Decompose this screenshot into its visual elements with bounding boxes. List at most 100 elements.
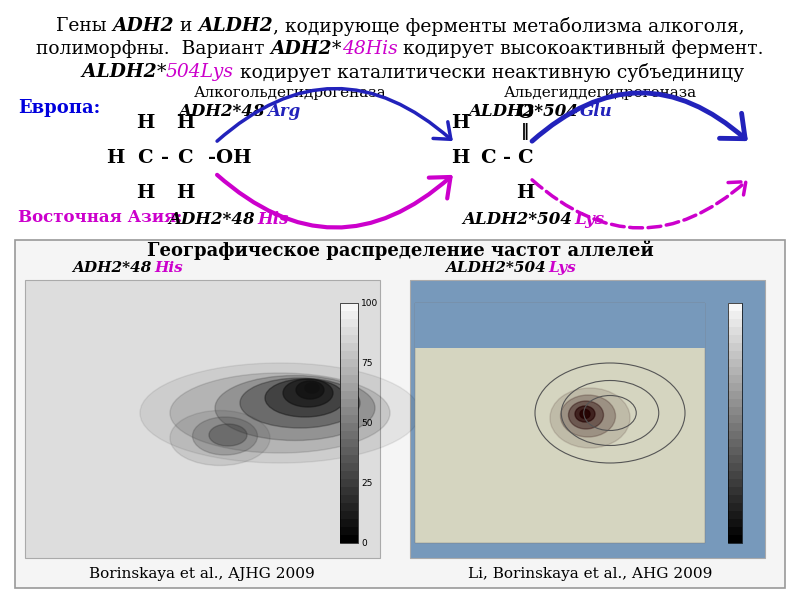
Ellipse shape [580, 410, 590, 419]
Text: -OH: -OH [208, 149, 251, 167]
Text: ADH2*48: ADH2*48 [168, 212, 255, 228]
Bar [728, 351, 742, 359]
Bar [728, 391, 742, 399]
Text: 75: 75 [361, 358, 373, 368]
Bar [340, 495, 358, 503]
Text: H: H [176, 114, 194, 132]
Text: -: - [161, 149, 169, 167]
Text: C: C [177, 149, 193, 167]
Text: Arg: Arg [267, 102, 300, 120]
Bar [728, 343, 742, 351]
Ellipse shape [240, 378, 360, 428]
Bar [728, 511, 742, 519]
Ellipse shape [569, 401, 603, 429]
FancyArrowPatch shape [217, 175, 450, 228]
Bar [340, 519, 358, 527]
Bar [340, 399, 358, 407]
Ellipse shape [170, 410, 270, 465]
Bar [340, 359, 358, 367]
Bar [340, 487, 358, 495]
Bar [340, 383, 358, 391]
FancyArrowPatch shape [217, 89, 451, 141]
Text: H: H [106, 149, 124, 167]
Text: -: - [503, 149, 511, 167]
Ellipse shape [215, 376, 375, 441]
Text: Алкогольдегидрогеназа: Алкогольдегидрогеназа [194, 86, 386, 100]
Bar [25, 280, 380, 558]
Bar [340, 455, 358, 463]
Bar [340, 431, 358, 439]
Bar [340, 327, 358, 335]
Text: C: C [480, 149, 496, 167]
Bar [728, 359, 742, 367]
Bar [728, 311, 742, 319]
Text: C: C [517, 149, 533, 167]
Text: Lys: Lys [574, 212, 604, 228]
Bar [728, 519, 742, 527]
Bar [728, 415, 742, 423]
Text: Альдегиддегидрогеназа: Альдегиддегидрогеназа [503, 86, 697, 100]
Ellipse shape [561, 395, 615, 437]
Text: ALDH2*504: ALDH2*504 [446, 261, 546, 275]
Bar [340, 447, 358, 455]
Ellipse shape [296, 381, 324, 399]
Bar [728, 383, 742, 391]
Ellipse shape [209, 424, 247, 446]
Bar [340, 471, 358, 479]
Bar [340, 423, 358, 431]
Bar [728, 439, 742, 447]
Text: ADH2*48: ADH2*48 [73, 261, 152, 275]
Text: C: C [137, 149, 153, 167]
Text: 0: 0 [361, 539, 366, 548]
Bar [340, 351, 358, 359]
Bar [728, 479, 742, 487]
Bar [728, 423, 742, 431]
Text: кодирует высокоактивный фермент.: кодирует высокоактивный фермент. [398, 40, 764, 58]
Bar [728, 335, 742, 343]
Bar [340, 343, 358, 351]
Text: ‖: ‖ [521, 123, 529, 139]
Text: Восточная Азия:: Восточная Азия: [18, 209, 182, 227]
Text: His: His [154, 261, 182, 275]
Text: 48His: 48His [342, 40, 398, 58]
Text: полиморфны.  Вариант: полиморфны. Вариант [36, 40, 270, 58]
Ellipse shape [193, 417, 258, 455]
FancyArrowPatch shape [532, 180, 746, 228]
Text: Li, Borinskaya et al., AHG 2009: Li, Borinskaya et al., AHG 2009 [468, 567, 712, 581]
Bar [340, 439, 358, 447]
Text: H: H [136, 184, 154, 202]
Text: ADH2*48: ADH2*48 [178, 102, 265, 120]
Text: *: * [332, 40, 342, 58]
Ellipse shape [575, 406, 595, 422]
Bar [415, 303, 705, 348]
Bar [728, 455, 742, 463]
Bar [340, 391, 358, 399]
Text: H: H [176, 184, 194, 202]
Text: *: * [157, 63, 166, 81]
Bar [410, 280, 765, 558]
Text: Lys: Lys [548, 261, 576, 275]
Text: O: O [517, 104, 534, 122]
Bar [340, 375, 358, 383]
Bar [728, 447, 742, 455]
Text: ALDH2*504: ALDH2*504 [468, 102, 578, 120]
Bar [340, 303, 358, 311]
Bar [340, 311, 358, 319]
Bar [340, 407, 358, 415]
Text: Европа:: Европа: [18, 99, 100, 117]
Text: H: H [516, 184, 534, 202]
Text: Glu: Glu [580, 102, 613, 120]
Text: кодирует каталитически неактивную субъединицу: кодирует каталитически неактивную субъед… [234, 63, 744, 81]
Ellipse shape [140, 363, 420, 463]
Text: 50: 50 [361, 419, 373, 428]
Text: His: His [257, 212, 289, 228]
Text: ALDH2*504: ALDH2*504 [462, 212, 572, 228]
Bar [340, 415, 358, 423]
Bar [340, 319, 358, 327]
Text: ALDH2: ALDH2 [198, 17, 273, 35]
Text: , кодирующе ферменты метаболизма алкоголя,: , кодирующе ферменты метаболизма алкогол… [273, 17, 744, 35]
Bar [728, 319, 742, 327]
Bar [340, 367, 358, 375]
Text: и: и [174, 17, 198, 35]
Text: ADH2: ADH2 [112, 17, 174, 35]
